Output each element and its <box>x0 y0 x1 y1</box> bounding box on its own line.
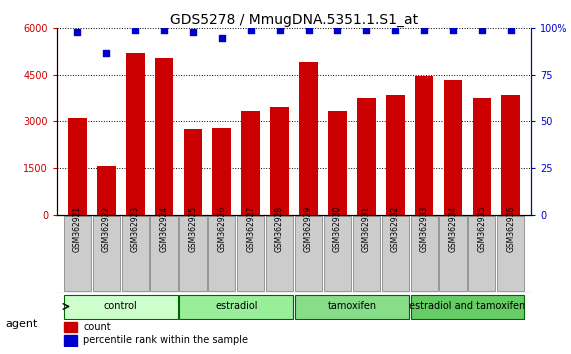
Point <box>275 27 284 33</box>
FancyBboxPatch shape <box>150 216 178 291</box>
Bar <box>212 128 231 215</box>
Text: control: control <box>104 302 138 312</box>
FancyBboxPatch shape <box>497 216 524 291</box>
Point <box>420 27 429 33</box>
Point <box>477 27 486 33</box>
Text: GSM362928: GSM362928 <box>275 206 284 252</box>
Point <box>188 29 198 35</box>
Text: tamoxifen: tamoxifen <box>327 302 376 312</box>
Text: GSM362927: GSM362927 <box>246 206 255 252</box>
Point <box>391 27 400 33</box>
Bar <box>415 76 433 215</box>
Point <box>73 29 82 35</box>
FancyBboxPatch shape <box>411 216 438 291</box>
Point <box>102 50 111 55</box>
Bar <box>183 129 202 215</box>
Text: agent: agent <box>6 319 38 329</box>
FancyBboxPatch shape <box>295 295 409 319</box>
Bar <box>97 166 115 215</box>
FancyBboxPatch shape <box>411 295 524 319</box>
Bar <box>64 335 78 346</box>
Bar <box>68 118 87 215</box>
FancyBboxPatch shape <box>324 216 351 291</box>
Text: GSM362926: GSM362926 <box>218 206 226 252</box>
Point <box>217 35 226 40</box>
FancyBboxPatch shape <box>381 216 409 291</box>
Point <box>362 27 371 33</box>
FancyBboxPatch shape <box>64 295 178 319</box>
Text: count: count <box>83 322 111 332</box>
Text: estradiol: estradiol <box>215 302 258 312</box>
FancyBboxPatch shape <box>353 216 380 291</box>
FancyBboxPatch shape <box>122 216 148 291</box>
Text: GSM362936: GSM362936 <box>506 206 515 252</box>
Bar <box>501 95 520 215</box>
Point <box>246 27 255 33</box>
Point <box>304 27 313 33</box>
FancyBboxPatch shape <box>208 216 235 291</box>
Bar <box>328 110 347 215</box>
FancyBboxPatch shape <box>179 295 293 319</box>
FancyBboxPatch shape <box>440 216 467 291</box>
FancyBboxPatch shape <box>179 216 207 291</box>
Text: GSM362923: GSM362923 <box>131 206 140 252</box>
Bar <box>473 98 491 215</box>
Bar <box>242 110 260 215</box>
Text: GSM362931: GSM362931 <box>362 206 371 252</box>
Bar <box>386 95 405 215</box>
Point <box>448 27 457 33</box>
Bar <box>357 98 376 215</box>
Text: GSM362933: GSM362933 <box>420 206 429 252</box>
Bar <box>444 80 463 215</box>
Point <box>131 27 140 33</box>
Bar <box>126 53 144 215</box>
Point <box>159 27 168 33</box>
Text: GSM362935: GSM362935 <box>477 206 486 252</box>
Text: GSM362924: GSM362924 <box>159 206 168 252</box>
FancyBboxPatch shape <box>468 216 496 291</box>
Text: GSM362932: GSM362932 <box>391 206 400 252</box>
Bar <box>299 62 318 215</box>
FancyBboxPatch shape <box>295 216 322 291</box>
Bar <box>155 58 174 215</box>
Bar <box>270 108 289 215</box>
Text: percentile rank within the sample: percentile rank within the sample <box>83 336 248 346</box>
Text: GSM362921: GSM362921 <box>73 206 82 252</box>
FancyBboxPatch shape <box>93 216 120 291</box>
Text: GSM362934: GSM362934 <box>448 206 457 252</box>
FancyBboxPatch shape <box>237 216 264 291</box>
Point <box>333 27 342 33</box>
Bar <box>64 322 78 332</box>
Text: estradiol and tamoxifen: estradiol and tamoxifen <box>409 302 525 312</box>
Text: GSM362929: GSM362929 <box>304 206 313 252</box>
Point <box>506 27 516 33</box>
Text: GSM362930: GSM362930 <box>333 206 342 252</box>
Text: GSM362925: GSM362925 <box>188 206 198 252</box>
FancyBboxPatch shape <box>266 216 293 291</box>
Text: GSM362922: GSM362922 <box>102 206 111 252</box>
FancyBboxPatch shape <box>64 216 91 291</box>
Title: GDS5278 / MmugDNA.5351.1.S1_at: GDS5278 / MmugDNA.5351.1.S1_at <box>170 13 418 27</box>
